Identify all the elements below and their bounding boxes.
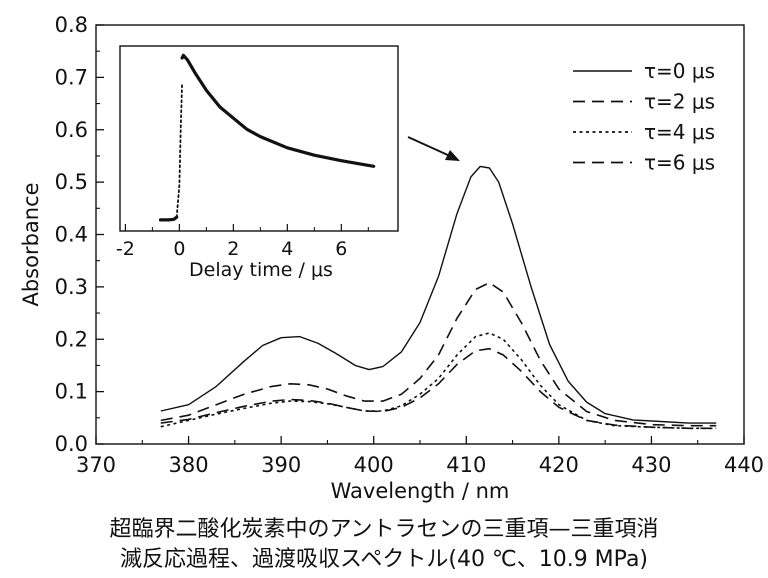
x-tick-label: 420 [539, 453, 579, 477]
x-tick-label: 380 [169, 453, 209, 477]
legend-label-4: τ=6 μs [644, 151, 715, 175]
caption-line-2: 滅反応過程、過渡吸収スペクトル(40 ℃、10.9 MPa) [119, 547, 649, 572]
legend-label-2: τ=2 μs [644, 90, 715, 114]
legend-label-1: τ=0 μs [644, 59, 715, 83]
peak-arrow-annotation [407, 136, 460, 161]
inset-decay-line [158, 215, 179, 222]
peak-arrow-head [445, 150, 460, 161]
legend-label-3: τ=4 μs [644, 120, 715, 144]
inset-plot-frame [119, 45, 399, 232]
absorbance-figure: 370 380 390 400 410 420 430 4400.00.10.20.30.40… [19, 13, 764, 503]
series-line-4 [160, 347, 717, 430]
series-line-1 [160, 165, 717, 424]
main-series [160, 165, 717, 430]
inset-x-tick-label: 4 [281, 238, 293, 260]
peak-arrow-shaft [407, 136, 451, 157]
y-tick-label: 0.0 [55, 432, 88, 456]
inset-x-tick-label: 6 [335, 238, 347, 260]
y-tick-label: 0.3 [55, 275, 88, 299]
x-axis-label: Wavelength / nm [331, 479, 510, 503]
x-tick-label: 430 [631, 453, 671, 477]
inset-decay-tail-line [180, 53, 376, 168]
x-tick-label: 410 [446, 453, 486, 477]
y-axis-label: Absorbance [19, 182, 43, 306]
y-tick-label: 0.4 [55, 223, 88, 247]
inset-rise-line [175, 82, 183, 218]
inset-x-tick-label: -2 [116, 238, 135, 260]
inset-x-tick-label: 2 [227, 238, 239, 260]
x-tick-label: 390 [261, 453, 301, 477]
main-axes: 370 380 390 400 410 420 430 4400.00.10.20.30.40… [19, 13, 764, 503]
y-tick-label: 0.2 [55, 327, 88, 351]
y-tick-label: 0.6 [55, 118, 88, 142]
caption-line-1: 超臨界二酸化炭素中のアントラセンの三重項—三重項消 [109, 517, 659, 542]
series-line-3 [160, 332, 717, 430]
x-tick-label: 440 [724, 453, 764, 477]
x-tick-label: 400 [354, 453, 394, 477]
inset-x-tick-label: 0 [173, 238, 185, 260]
series-line-2 [160, 281, 717, 427]
inset-x-axis-label: Delay time / μs [189, 259, 333, 281]
y-tick-label: 0.8 [55, 13, 88, 37]
y-tick-label: 0.5 [55, 170, 88, 194]
y-tick-label: 0.1 [55, 380, 88, 404]
y-tick-label: 0.7 [55, 65, 88, 89]
x-tick-label: 370 [76, 453, 116, 477]
legend: τ=0 μs τ=2 μs τ=4 μs τ=6 μs [573, 59, 715, 175]
